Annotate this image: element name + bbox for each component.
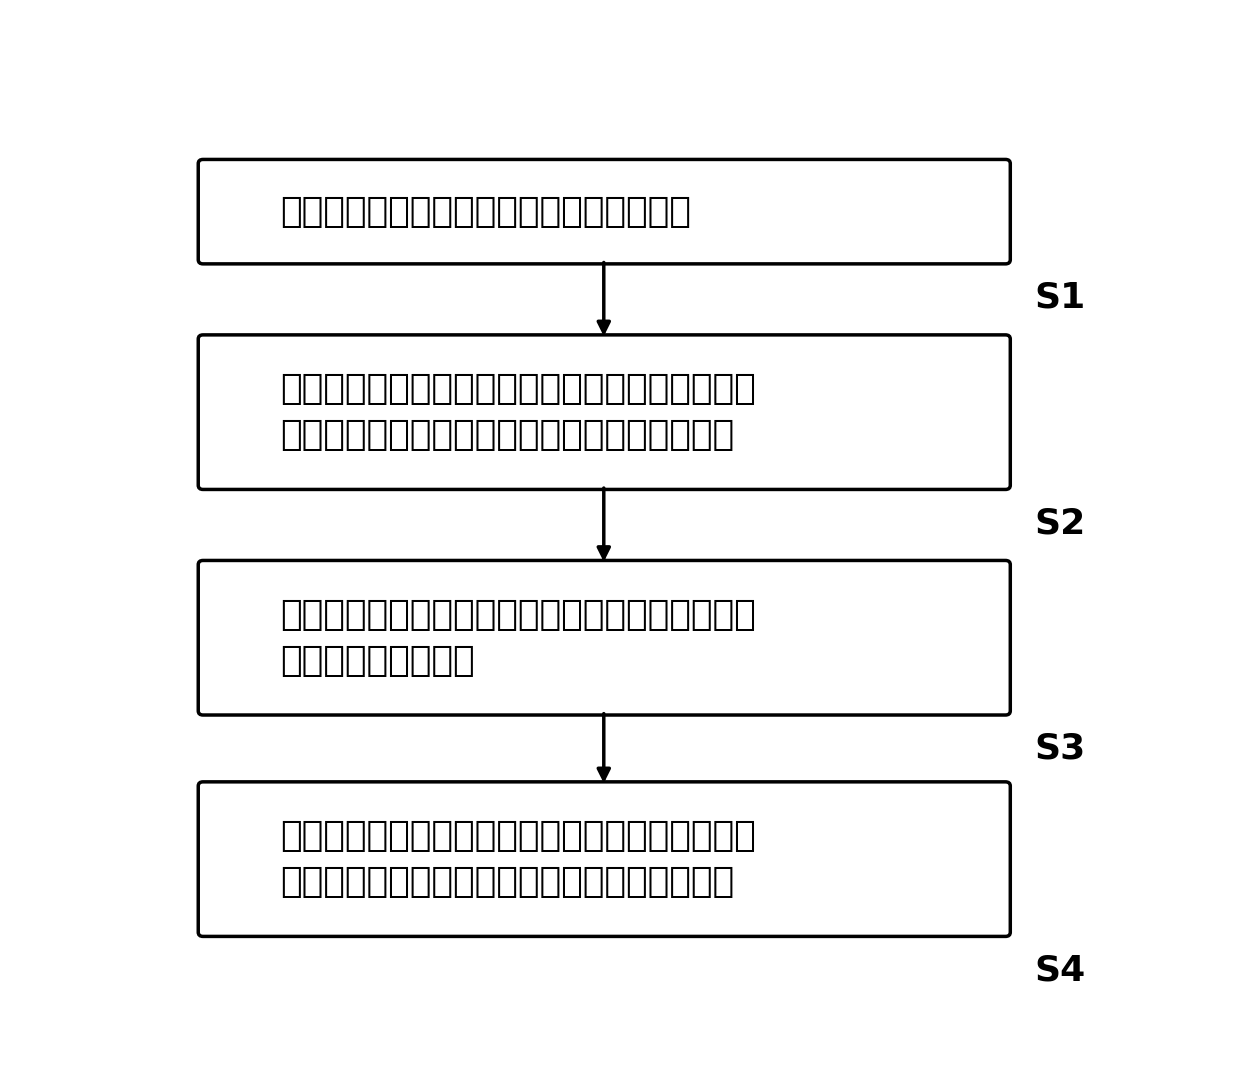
Text: S2: S2 (1034, 507, 1085, 540)
Text: 设备的可行调度方法: 设备的可行调度方法 (280, 643, 475, 678)
FancyBboxPatch shape (198, 159, 1011, 264)
Text: 备的调度进行及时性分析，得到及时性分析结果: 备的调度进行及时性分析，得到及时性分析结果 (280, 418, 734, 452)
Text: 将可行调度方法传输至机器人处，机器人根据可行: 将可行调度方法传输至机器人处，机器人根据可行 (280, 819, 755, 853)
FancyBboxPatch shape (198, 335, 1011, 489)
Text: 获取组合设备在稳定状态下的稳定调度方法: 获取组合设备在稳定状态下的稳定调度方法 (280, 194, 691, 229)
FancyBboxPatch shape (198, 561, 1011, 715)
Text: 调度方法对组合设备的加工模块进行及时性调度: 调度方法对组合设备的加工模块进行及时性调度 (280, 865, 734, 899)
FancyBboxPatch shape (198, 782, 1011, 936)
Text: S4: S4 (1034, 953, 1085, 987)
Text: S1: S1 (1034, 281, 1085, 315)
Text: 根据稳定调度方法对加工模块发生故障时的组合设: 根据稳定调度方法对加工模块发生故障时的组合设 (280, 372, 755, 406)
Text: S3: S3 (1034, 731, 1085, 766)
Text: 根据及时性分析结果及晶圆驻留时间约束安排组合: 根据及时性分析结果及晶圆驻留时间约束安排组合 (280, 598, 755, 631)
